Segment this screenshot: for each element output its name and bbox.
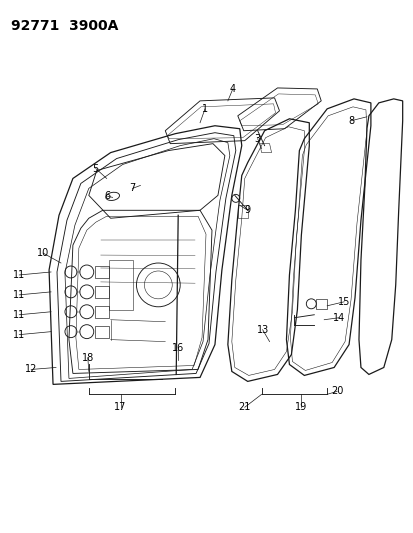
Text: 21: 21 (238, 402, 250, 412)
Text: 17: 17 (114, 402, 126, 412)
Text: 16: 16 (172, 343, 184, 352)
Text: 11: 11 (13, 270, 25, 280)
Text: 1: 1 (202, 104, 208, 114)
Text: 3: 3 (254, 134, 260, 144)
Text: 18: 18 (81, 352, 94, 362)
Text: 6: 6 (104, 191, 110, 201)
Text: 19: 19 (294, 402, 307, 412)
Text: 11: 11 (13, 310, 25, 320)
Text: 15: 15 (337, 297, 349, 307)
Text: 8: 8 (347, 116, 353, 126)
Text: 12: 12 (25, 365, 37, 375)
Text: 9: 9 (244, 205, 250, 215)
Text: 13: 13 (256, 325, 268, 335)
Text: 10: 10 (37, 248, 49, 258)
Text: 4: 4 (229, 84, 235, 94)
Text: 14: 14 (332, 313, 344, 323)
Text: 11: 11 (13, 290, 25, 300)
Text: 20: 20 (330, 386, 342, 397)
Text: 11: 11 (13, 329, 25, 340)
Text: 92771  3900A: 92771 3900A (11, 19, 119, 33)
Text: 7: 7 (129, 183, 135, 193)
Text: 5: 5 (93, 164, 99, 174)
